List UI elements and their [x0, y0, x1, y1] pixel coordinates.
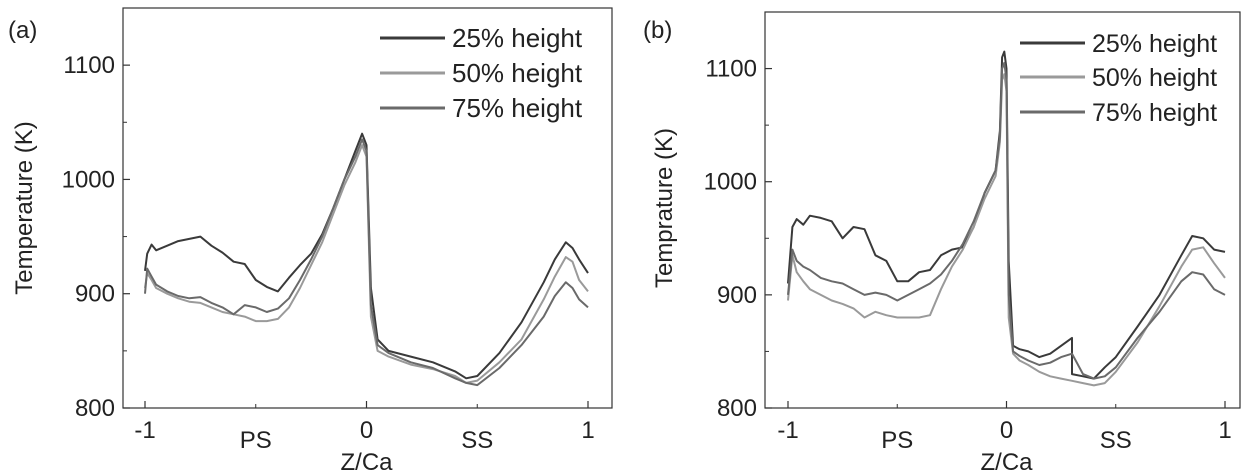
x-axis-label: Z/Ca: [340, 449, 393, 476]
y-tick-label: 900: [717, 282, 757, 309]
panel-a: 800 900 1000 1100 -1 0 1 PS SS Z/Ca Temperature (K…: [8, 7, 613, 476]
region-label: SS: [461, 427, 493, 454]
y-tick-label: 800: [717, 395, 757, 422]
panel-label: (b): [643, 17, 672, 44]
x-axis-label: Z/Ca: [980, 449, 1033, 476]
y-tick-label: 800: [75, 395, 115, 422]
plot-frame: [122, 7, 613, 409]
region-label: SS: [1100, 427, 1132, 454]
series-line-2: [144, 144, 589, 384]
y-tick-label: 1000: [62, 166, 115, 193]
x-tick-label: 0: [360, 417, 373, 444]
y-tick-label: 1100: [63, 52, 115, 79]
series-line-3: [144, 138, 589, 387]
x-tick-label: 1: [581, 417, 594, 444]
panel-b: 800 900 1000 1100 -1 0 1 PS SS Z/Ca Temprature (K)…: [643, 11, 1241, 476]
series-line-3: [787, 61, 1226, 380]
region-label: PS: [240, 427, 272, 454]
y-tick-label: 1100: [705, 56, 757, 83]
legend-label-3: 75% height: [1092, 99, 1217, 127]
panel-label: (a): [8, 17, 37, 44]
y-axis-label: Temprature (K): [651, 128, 678, 288]
region-label: PS: [881, 427, 913, 454]
legend-label-2: 50% height: [1092, 64, 1217, 92]
plot-frame: [764, 11, 1241, 409]
y-tick-label: 900: [75, 281, 115, 308]
y-tick-label: 1000: [704, 169, 757, 196]
x-tick-label: -1: [134, 417, 155, 444]
y-axis-label: Temperature (K): [11, 121, 38, 294]
legend-label-1: 25% height: [452, 23, 583, 53]
legend-label-3: 75% height: [452, 93, 583, 123]
x-tick-label: -1: [777, 417, 798, 444]
x-tick-label: 0: [1000, 417, 1013, 444]
legend-label-1: 25% height: [1092, 30, 1217, 58]
x-tick-label: 1: [1218, 417, 1231, 444]
legend-label-2: 50% height: [452, 58, 583, 88]
